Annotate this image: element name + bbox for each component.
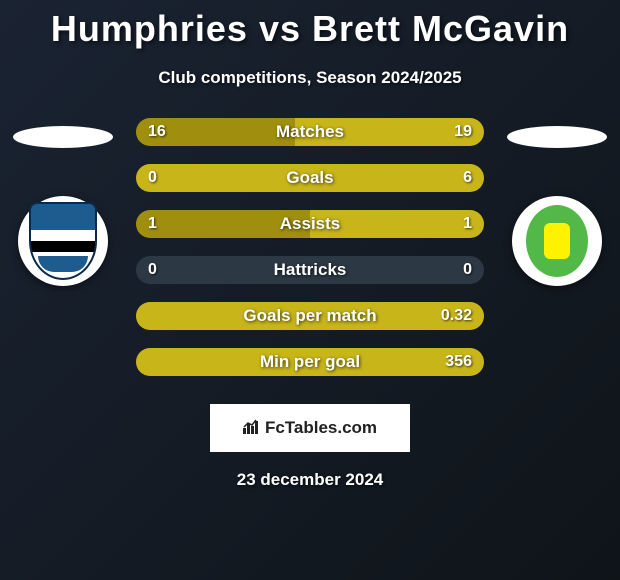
stat-value-right: 0 [463,261,472,279]
stat-value-right: 19 [454,123,472,141]
stat-row: Goals per match 0.32 [136,302,484,330]
player-shadow-left [13,126,113,148]
stat-value-right: 356 [445,353,472,371]
stat-value-right: 6 [463,169,472,187]
stat-row: Min per goal 356 [136,348,484,376]
stat-value-right: 0.32 [441,307,472,325]
stat-label: Assists [280,214,340,234]
branding-badge: FcTables.com [210,404,410,452]
stat-row: 1 Assists 1 [136,210,484,238]
stat-row: 0 Hattricks 0 [136,256,484,284]
stats-column: 16 Matches 19 0 Goals 6 1 Assists 1 0 Hattricks 0 Go… [118,118,502,394]
stat-label: Goals per match [243,306,376,326]
branding-text: FcTables.com [265,418,377,438]
stat-row: 0 Goals 6 [136,164,484,192]
left-player-col [8,118,118,286]
yeovil-crest-icon [523,202,591,280]
stat-label: Goals [286,168,333,188]
stat-value-right: 1 [463,215,472,233]
stat-label: Min per goal [260,352,360,372]
left-club-crest [18,196,108,286]
page-title: Humphries vs Brett McGavin [0,0,620,50]
stat-value-left: 0 [148,169,157,187]
stat-label: Matches [276,122,344,142]
stat-row: 16 Matches 19 [136,118,484,146]
subtitle: Club competitions, Season 2024/2025 [0,68,620,88]
right-player-col [502,118,612,286]
stat-value-left: 1 [148,215,157,233]
eastleigh-crest-icon [29,202,97,280]
comparison-content: 16 Matches 19 0 Goals 6 1 Assists 1 0 Hattricks 0 Go… [0,118,620,394]
chart-icon [243,418,261,439]
player-shadow-right [507,126,607,148]
stat-value-left: 16 [148,123,166,141]
right-club-crest [512,196,602,286]
stat-value-left: 0 [148,261,157,279]
stat-label: Hattricks [274,260,347,280]
date-text: 23 december 2024 [0,470,620,490]
